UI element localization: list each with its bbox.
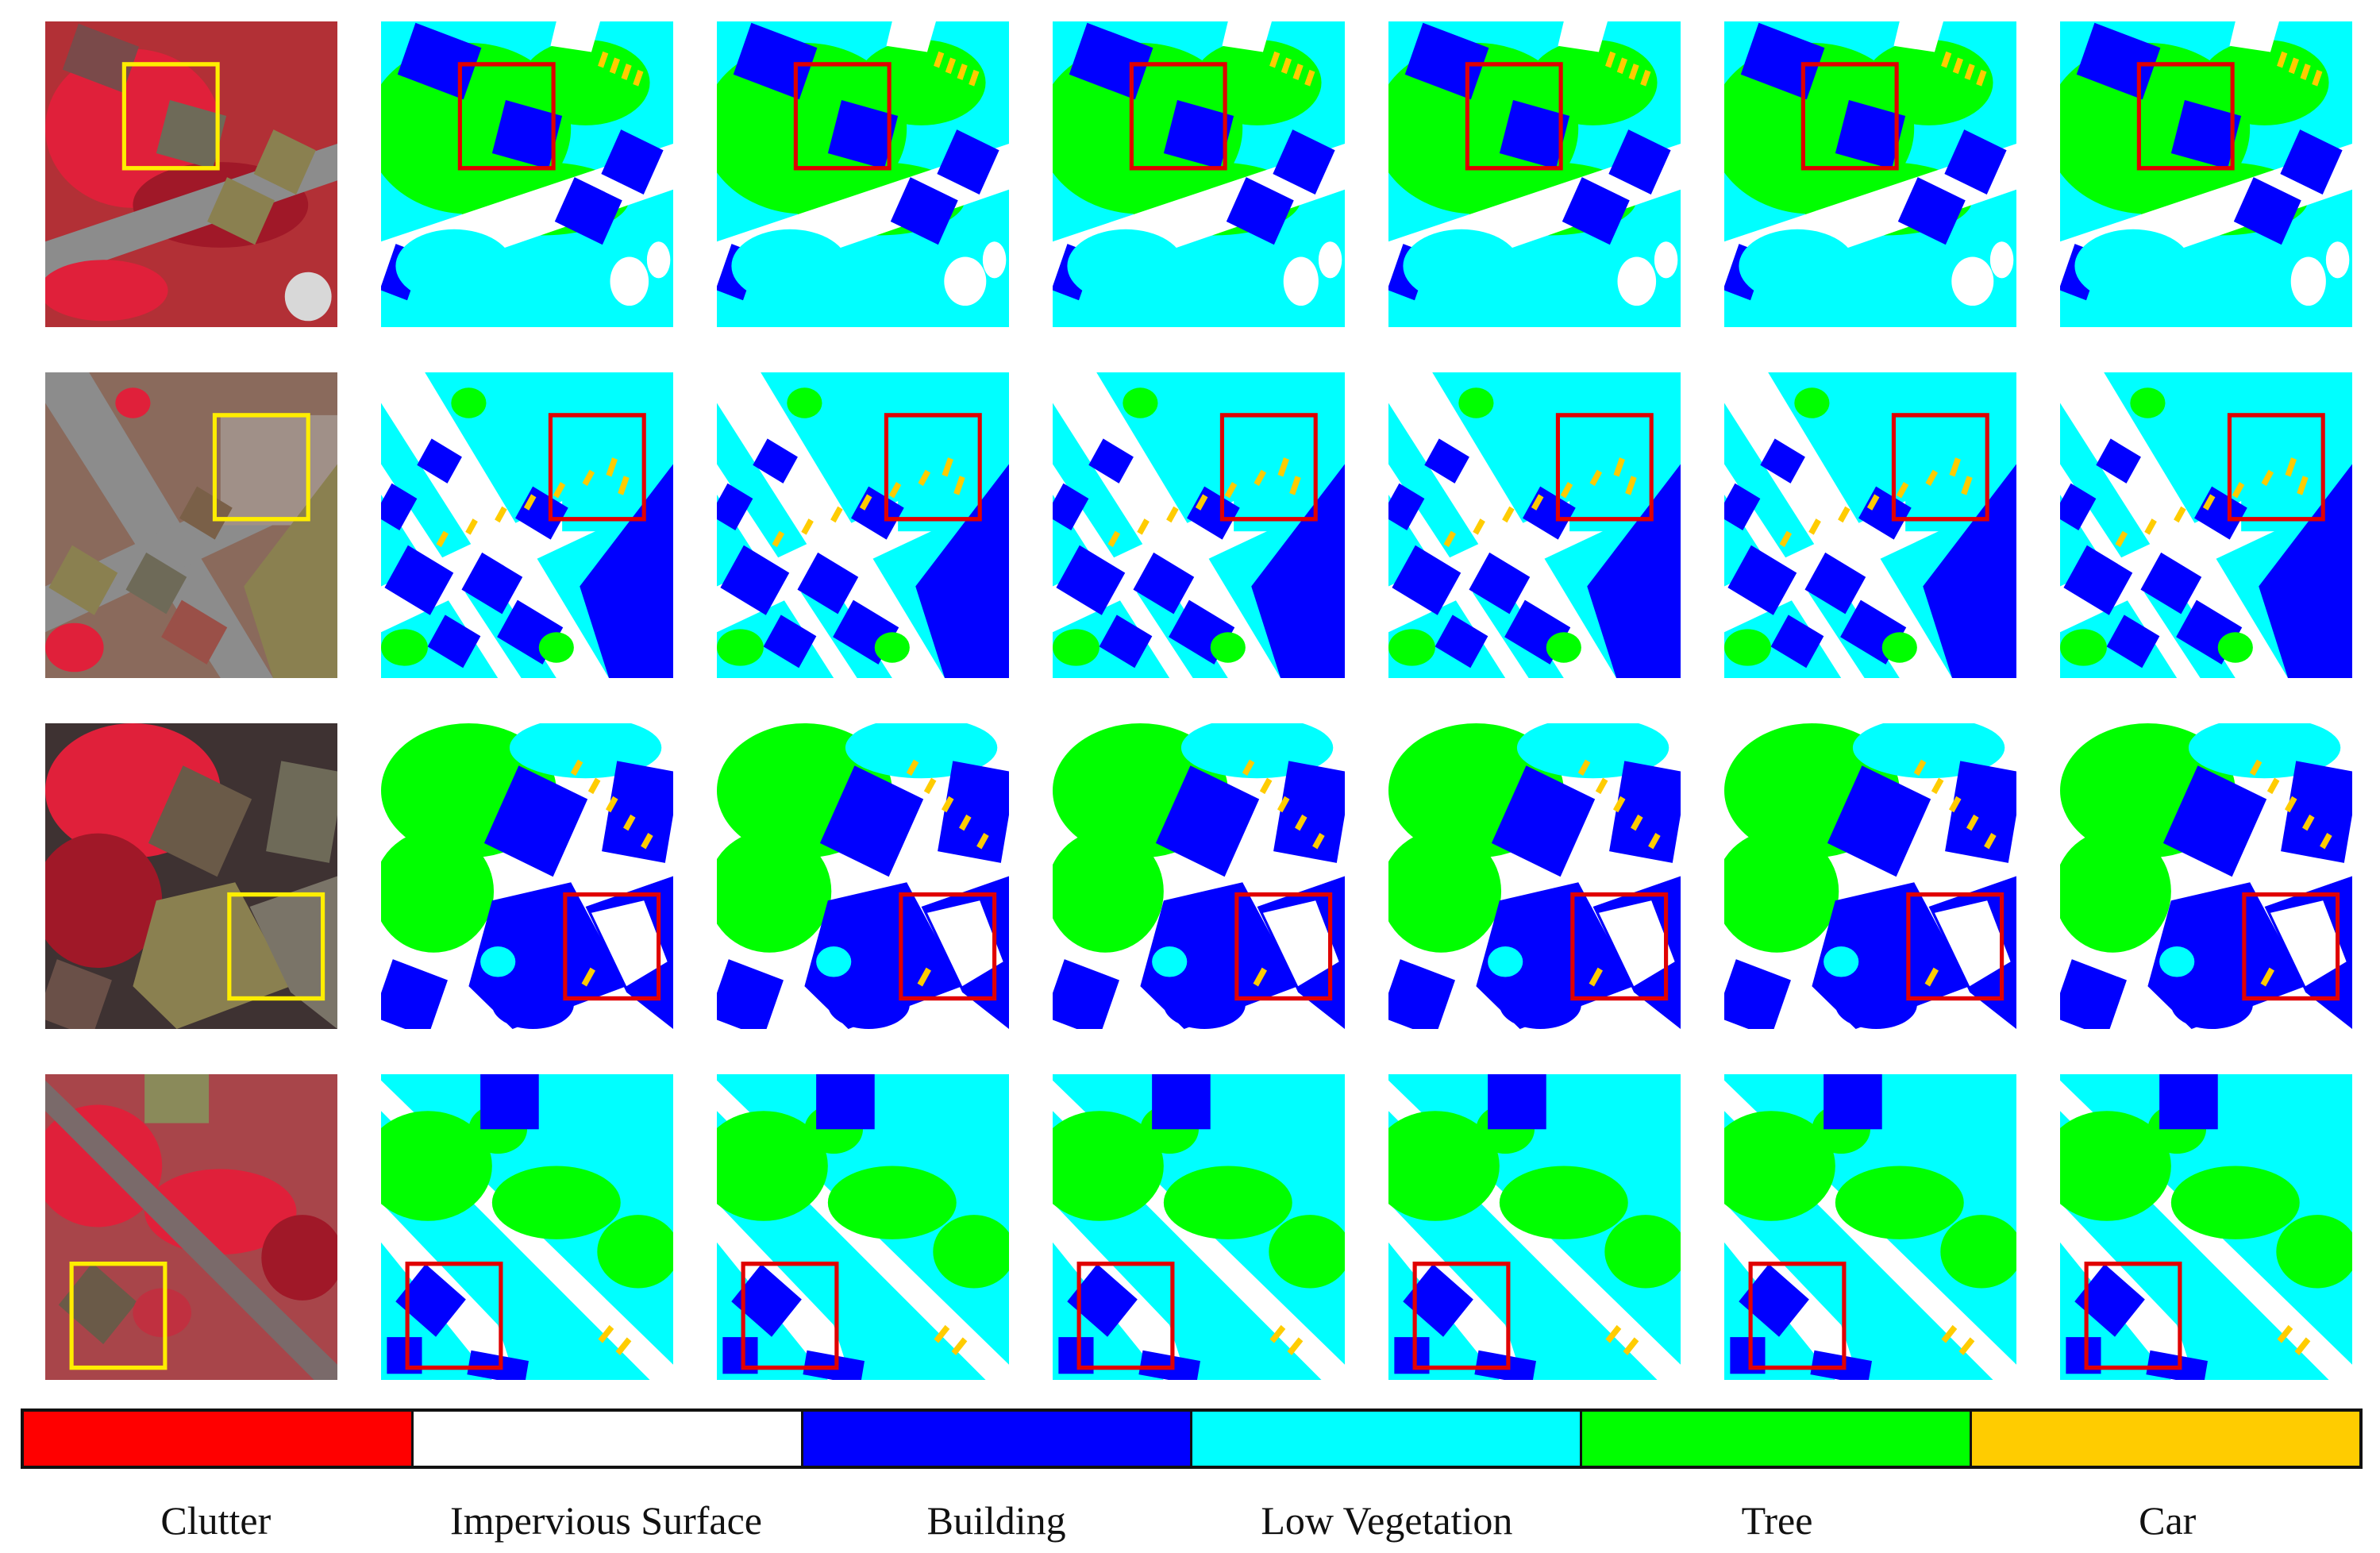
segmentation-map-tile <box>1388 372 1681 678</box>
segmentation-map-tile <box>381 372 673 678</box>
segmentation-map-tile <box>2060 723 2352 1029</box>
segmentation-map-tile <box>1388 21 1681 327</box>
legend-swatch <box>803 1412 1193 1466</box>
highlight-box <box>793 62 892 171</box>
legend-label: Impervious Surface <box>450 1498 762 1543</box>
legend-swatch <box>1582 1412 1973 1466</box>
legend-label: Clutter <box>160 1498 272 1543</box>
segmentation-map-tile <box>717 1074 1009 1380</box>
label-map <box>1388 21 1681 327</box>
label-map <box>1053 723 1345 1029</box>
label-map <box>717 723 1009 1029</box>
aerial-photo <box>45 21 337 327</box>
highlight-box <box>2227 413 2325 522</box>
legend-swatch <box>1972 1412 2359 1466</box>
legend-swatch <box>413 1412 803 1466</box>
irrg-image-tile <box>45 1074 337 1380</box>
legend-label: Car <box>2139 1498 2197 1543</box>
label-map <box>1053 21 1345 327</box>
segmentation-map-tile <box>717 723 1009 1029</box>
legend-color-bar <box>21 1408 2363 1469</box>
label-map <box>2060 1074 2352 1380</box>
segmentation-map-tile <box>381 21 673 327</box>
segmentation-map-tile <box>1724 1074 2016 1380</box>
highlight-box <box>741 1262 839 1370</box>
label-map <box>717 372 1009 678</box>
aerial-photo <box>45 723 337 1029</box>
label-map <box>381 1074 673 1380</box>
label-map <box>1388 372 1681 678</box>
highlight-box <box>884 413 982 522</box>
label-map <box>1724 1074 2016 1380</box>
segmentation-map-tile <box>1724 21 2016 327</box>
irrg-image-tile <box>45 723 337 1029</box>
highlight-box <box>1076 1262 1175 1370</box>
segmentation-map-tile <box>381 723 673 1029</box>
highlight-box <box>405 1262 503 1370</box>
legend-swatch <box>24 1412 414 1466</box>
label-map <box>717 21 1009 327</box>
label-map <box>381 372 673 678</box>
legend-label: Building <box>926 1498 1066 1543</box>
legend-label: Low Vegetation <box>1261 1498 1513 1543</box>
segmentation-comparison-grid <box>45 21 2352 1380</box>
highlight-box <box>1234 892 1333 1001</box>
label-map <box>1053 372 1345 678</box>
irrg-image-tile <box>45 21 337 327</box>
label-map <box>381 723 673 1029</box>
highlight-box <box>1906 892 2005 1001</box>
highlight-box <box>457 62 556 171</box>
highlight-box <box>1748 1262 1847 1370</box>
highlight-box <box>2136 62 2235 171</box>
highlight-box <box>548 413 646 522</box>
segmentation-map-tile <box>381 1074 673 1380</box>
segmentation-map-tile <box>717 21 1009 327</box>
label-map <box>2060 21 2352 327</box>
label-map <box>381 21 673 327</box>
highlight-box <box>1555 413 1654 522</box>
highlight-box <box>227 892 325 1001</box>
label-map <box>1388 723 1681 1029</box>
highlight-box <box>69 1262 168 1370</box>
legend-label: Tree <box>1741 1498 1813 1543</box>
label-map <box>717 1074 1009 1380</box>
irrg-image-tile <box>45 372 337 678</box>
segmentation-map-tile <box>1388 723 1681 1029</box>
segmentation-map-tile <box>1724 372 2016 678</box>
segmentation-map-tile <box>2060 21 2352 327</box>
highlight-box <box>1412 1262 1511 1370</box>
segmentation-map-tile <box>2060 372 2352 678</box>
highlight-box <box>212 413 310 522</box>
highlight-box <box>1219 413 1318 522</box>
legend-swatch <box>1192 1412 1583 1466</box>
highlight-box <box>1129 62 1227 171</box>
aerial-photo <box>45 1074 337 1380</box>
highlight-box <box>2242 892 2340 1001</box>
label-map <box>1724 21 2016 327</box>
segmentation-map-tile <box>1388 1074 1681 1380</box>
label-map <box>1724 372 2016 678</box>
aerial-photo <box>45 372 337 678</box>
highlight-box <box>1800 62 1899 171</box>
segmentation-map-tile <box>1053 372 1345 678</box>
segmentation-map-tile <box>1724 723 2016 1029</box>
segmentation-map-tile <box>717 372 1009 678</box>
highlight-box <box>1465 62 1563 171</box>
label-map <box>1053 1074 1345 1380</box>
label-map <box>1724 723 2016 1029</box>
label-map <box>2060 372 2352 678</box>
segmentation-map-tile <box>1053 1074 1345 1380</box>
highlight-box <box>899 892 997 1001</box>
highlight-box <box>1891 413 1989 522</box>
segmentation-map-tile <box>2060 1074 2352 1380</box>
highlight-box <box>2084 1262 2182 1370</box>
segmentation-map-tile <box>1053 723 1345 1029</box>
label-map <box>2060 723 2352 1029</box>
label-map <box>1388 1074 1681 1380</box>
legend-labels: Clutter Impervious Surface Building Low Veg… <box>21 1493 2363 1548</box>
highlight-box <box>1570 892 1669 1001</box>
highlight-box <box>563 892 661 1001</box>
highlight-box <box>121 62 220 171</box>
segmentation-map-tile <box>1053 21 1345 327</box>
